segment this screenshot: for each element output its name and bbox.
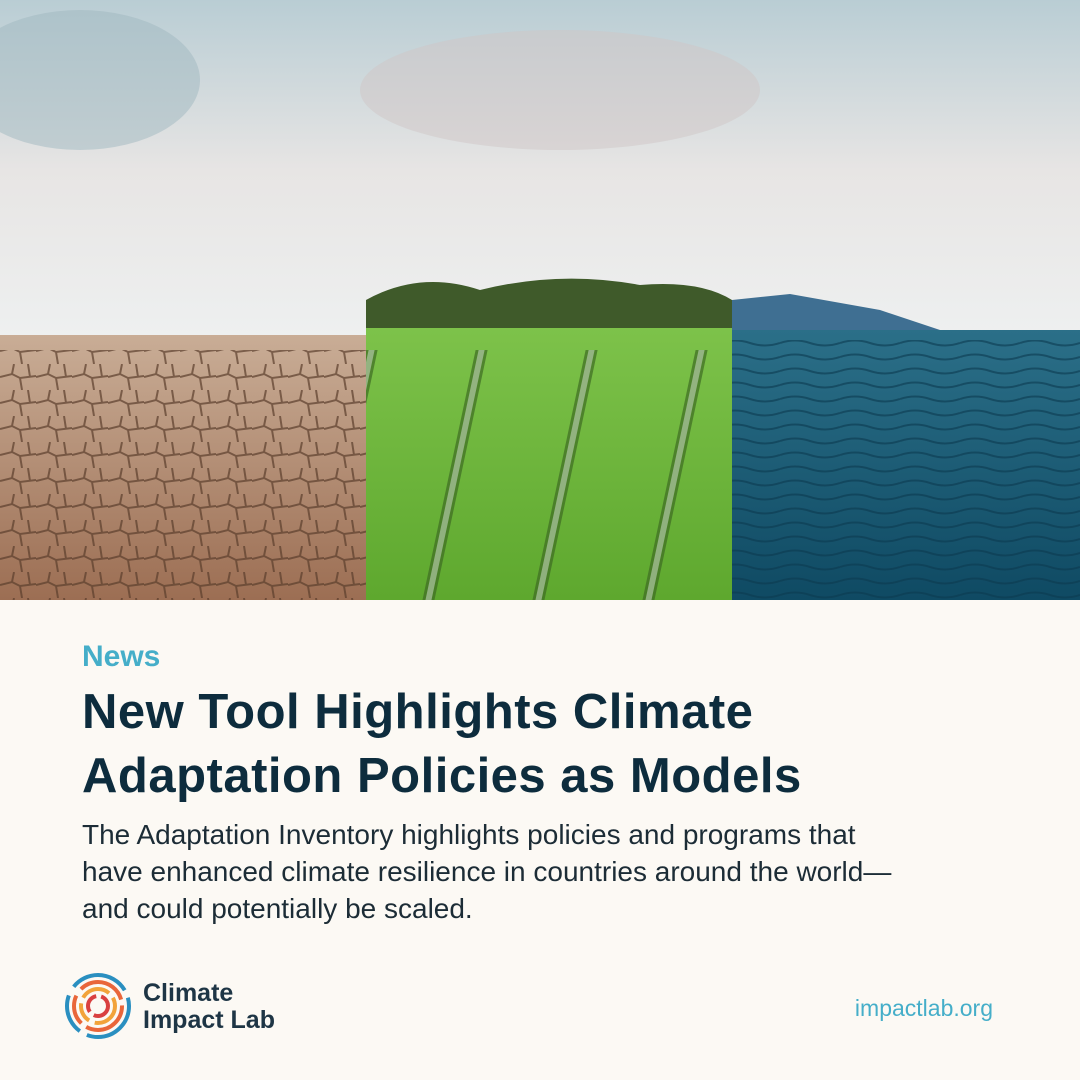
- headline-line: Adaptation Policies as Models: [82, 749, 802, 803]
- logo-mark: [65, 973, 131, 1039]
- logo-text: Climate Impact Lab: [143, 980, 275, 1034]
- url: impactlab.org: [854, 995, 993, 1021]
- body-line: and could potentially be scaled.: [82, 893, 473, 924]
- hero-image: [0, 0, 1080, 600]
- body-line: have enhanced climate resilience in coun…: [82, 856, 892, 887]
- headline: New Tool Highlights Climate Adaptation P…: [82, 680, 802, 808]
- body-line: The Adaptation Inventory highlights poli…: [82, 819, 856, 850]
- body-text: The Adaptation Inventory highlights poli…: [82, 816, 891, 927]
- headline-line: New Tool Highlights Climate: [82, 685, 754, 739]
- logo-line: Impact Lab: [143, 1006, 275, 1034]
- kicker: News: [82, 640, 161, 673]
- logo-line: Climate: [143, 979, 234, 1007]
